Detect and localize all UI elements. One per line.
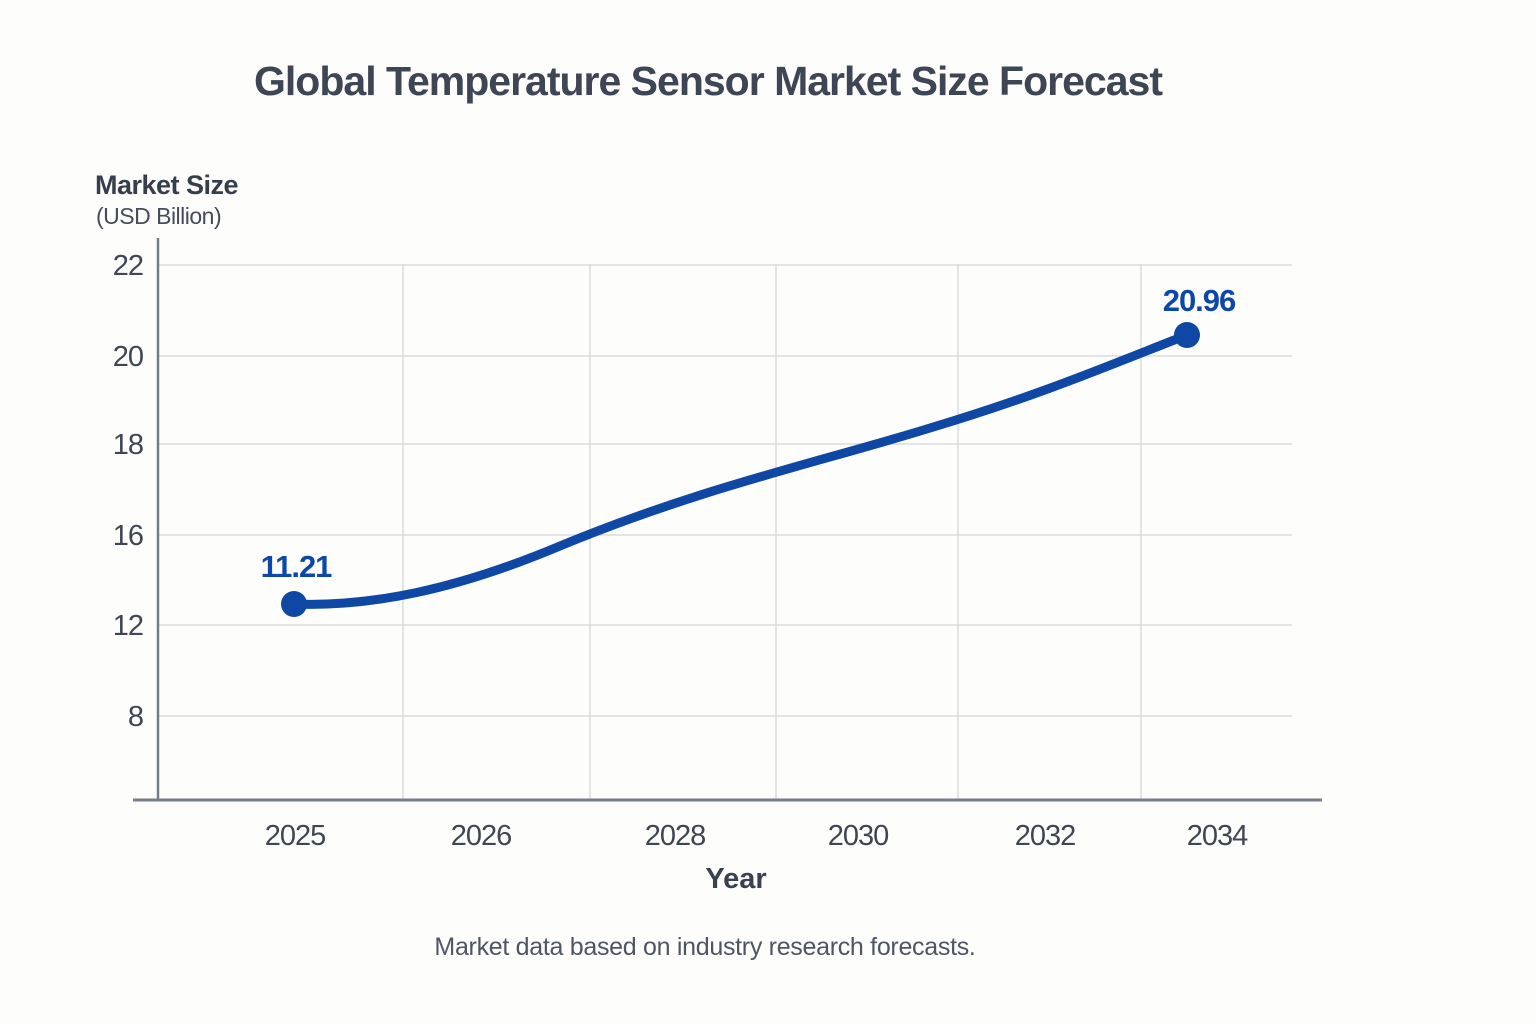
y-axis-subtitle: (USD Billion) [96, 203, 222, 229]
x-tick-2032: 2032 [1015, 820, 1076, 852]
vertical-gridlines [402, 264, 1142, 799]
data-point-2025 [281, 591, 307, 617]
y-tick-16: 16 [113, 520, 143, 552]
x-tick-2028: 2028 [645, 820, 706, 852]
x-tick-2034: 2034 [1187, 820, 1248, 852]
x-tick-2025: 2025 [265, 820, 326, 852]
y-tick-18: 18 [113, 429, 143, 461]
y-tick-20: 20 [113, 341, 143, 373]
chart-title: Global Temperature Sensor Market Size Fo… [254, 58, 1163, 104]
market-size-line-series [289, 330, 1192, 609]
data-point-2034 [1174, 322, 1200, 348]
x-tick-labels: 2025 2026 2028 2030 2032 2034 [265, 820, 1249, 852]
footer-note: Market data based on industry research f… [434, 933, 976, 961]
x-axis-title: Year [705, 863, 766, 895]
x-tick-2030: 2030 [828, 820, 889, 852]
point-label-2025: 11.21 [261, 549, 333, 584]
y-tick-22: 22 [113, 250, 143, 282]
y-axis-title: Market Size [95, 170, 239, 200]
y-tick-12: 12 [113, 610, 143, 642]
x-tick-2026: 2026 [451, 820, 512, 852]
y-tick-labels: 22 20 18 16 12 8 [113, 250, 144, 733]
y-tick-8: 8 [128, 701, 143, 733]
point-label-2034: 20.96 [1163, 283, 1236, 318]
horizontal-gridlines [158, 264, 1292, 717]
